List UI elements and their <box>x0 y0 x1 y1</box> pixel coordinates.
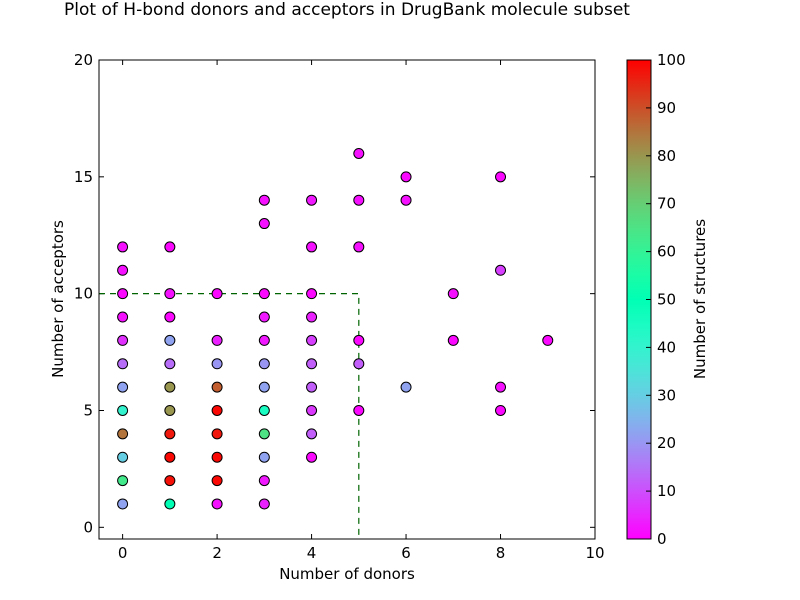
colorbar-tick-label: 90 <box>657 99 676 117</box>
data-point <box>542 334 554 346</box>
data-point <box>495 264 507 276</box>
colorbar-tick-label: 80 <box>657 147 676 165</box>
colorbar-tick-label: 100 <box>657 51 686 69</box>
data-point <box>164 334 176 346</box>
data-point <box>353 358 365 370</box>
data-point <box>306 404 318 416</box>
data-point <box>306 334 318 346</box>
colorbar-tick-label: 60 <box>657 243 676 261</box>
data-point <box>400 171 412 183</box>
colorbar-tick-label: 20 <box>657 434 676 452</box>
data-point <box>353 241 365 253</box>
data-point <box>306 288 318 300</box>
data-point <box>495 171 507 183</box>
y-tick-label: 15 <box>74 168 93 186</box>
data-point <box>117 358 129 370</box>
data-point <box>306 358 318 370</box>
x-axis-label: Number of donors <box>279 565 415 583</box>
data-point <box>164 358 176 370</box>
data-point <box>164 428 176 440</box>
data-point <box>211 498 223 510</box>
data-point <box>495 381 507 393</box>
y-tick-label: 5 <box>83 401 93 419</box>
x-tick-label: 2 <box>212 544 222 562</box>
data-point <box>258 381 270 393</box>
data-point <box>117 451 129 463</box>
data-point <box>258 451 270 463</box>
x-tick-label: 4 <box>307 544 317 562</box>
data-point <box>211 404 223 416</box>
data-point <box>117 241 129 253</box>
data-point <box>211 358 223 370</box>
data-point <box>164 404 176 416</box>
data-point <box>117 288 129 300</box>
data-point <box>211 381 223 393</box>
data-point <box>258 404 270 416</box>
data-point <box>117 498 129 510</box>
data-point <box>117 475 129 487</box>
data-point <box>258 194 270 206</box>
x-tick-label: 6 <box>401 544 411 562</box>
colorbar-label: Number of structures <box>691 219 709 379</box>
data-point <box>258 498 270 510</box>
data-point <box>306 451 318 463</box>
data-point <box>353 334 365 346</box>
reference-box-line <box>99 293 360 539</box>
data-point <box>258 288 270 300</box>
data-point <box>164 381 176 393</box>
data-point <box>353 404 365 416</box>
y-axis-label: Number of acceptors <box>49 220 67 378</box>
data-point <box>164 451 176 463</box>
data-point <box>117 311 129 323</box>
data-point <box>211 428 223 440</box>
data-point <box>495 404 507 416</box>
data-point <box>258 311 270 323</box>
data-point <box>400 381 412 393</box>
colorbar-tick-label: 70 <box>657 195 676 213</box>
data-point <box>211 288 223 300</box>
data-point <box>117 381 129 393</box>
data-point <box>211 334 223 346</box>
data-point <box>306 381 318 393</box>
data-point <box>164 498 176 510</box>
data-point <box>164 241 176 253</box>
colorbar-tick-label: 0 <box>657 530 667 548</box>
colorbar-tick-label: 10 <box>657 482 676 500</box>
data-point <box>258 475 270 487</box>
data-point <box>117 264 129 276</box>
y-tick-label: 10 <box>74 285 93 303</box>
data-point <box>353 147 365 159</box>
data-point <box>306 428 318 440</box>
data-point <box>306 241 318 253</box>
y-tick-label: 20 <box>74 51 93 69</box>
data-point <box>258 358 270 370</box>
data-point <box>258 428 270 440</box>
data-point <box>353 194 365 206</box>
data-point <box>117 404 129 416</box>
data-point <box>306 311 318 323</box>
colorbar-tick-label: 30 <box>657 386 676 404</box>
plot-frame <box>98 59 596 540</box>
data-point <box>447 334 459 346</box>
x-tick-label: 10 <box>585 544 604 562</box>
colorbar-tick-label: 40 <box>657 338 676 356</box>
y-tick-label: 0 <box>83 518 93 536</box>
data-point <box>211 451 223 463</box>
data-point <box>164 475 176 487</box>
data-point <box>117 334 129 346</box>
x-tick-label: 8 <box>496 544 506 562</box>
data-point <box>211 475 223 487</box>
data-point <box>164 311 176 323</box>
data-point <box>306 194 318 206</box>
data-point <box>258 334 270 346</box>
data-point <box>258 218 270 230</box>
chart-title: Plot of H-bond donors and acceptors in D… <box>64 0 630 20</box>
data-point <box>447 288 459 300</box>
data-point <box>117 428 129 440</box>
data-point <box>164 288 176 300</box>
colorbar-tick-label: 50 <box>657 291 676 309</box>
x-tick-label: 0 <box>118 544 128 562</box>
data-point <box>400 194 412 206</box>
